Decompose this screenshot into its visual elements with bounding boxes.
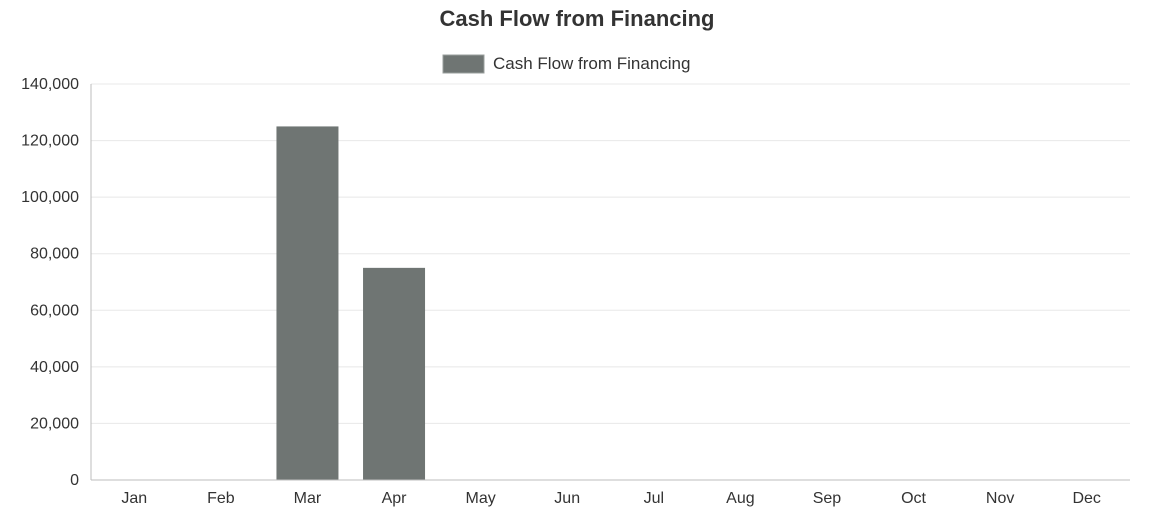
y-tick-label: 120,000 bbox=[21, 133, 79, 150]
y-tick-labels: 0 20,000 40,000 60,000 80,000 100,000 120,000 1… bbox=[21, 76, 79, 489]
bar-apr[interactable] bbox=[363, 267, 426, 480]
bars bbox=[276, 126, 426, 480]
x-tick-labels: Jan Feb Mar Apr May Jun Jul Aug Sep Oct Nov Dec bbox=[121, 490, 1101, 507]
y-tick-label: 140,000 bbox=[21, 76, 79, 93]
y-tick-label: 100,000 bbox=[21, 189, 79, 206]
y-tick-label: 0 bbox=[70, 472, 79, 489]
y-tick-label: 20,000 bbox=[30, 415, 79, 432]
x-tick-label: Sep bbox=[813, 490, 842, 507]
grid-lines bbox=[91, 83, 1130, 424]
y-tick-label: 60,000 bbox=[30, 302, 79, 319]
x-tick-label: Nov bbox=[986, 490, 1014, 507]
y-tick-label: 40,000 bbox=[30, 359, 79, 376]
x-tick-label: May bbox=[466, 490, 496, 507]
legend-swatch[interactable] bbox=[442, 54, 485, 74]
x-tick-label: Mar bbox=[294, 490, 322, 507]
legend-label[interactable]: Cash Flow from Financing bbox=[493, 54, 690, 73]
x-tick-label: Oct bbox=[901, 490, 926, 507]
x-tick-label: Jul bbox=[644, 490, 664, 507]
bar-mar[interactable] bbox=[276, 126, 339, 480]
x-tick-label: Aug bbox=[726, 490, 754, 507]
x-tick-label: Dec bbox=[1072, 490, 1100, 507]
axes bbox=[90, 84, 1130, 481]
x-tick-label: Jun bbox=[554, 490, 580, 507]
x-tick-label: Apr bbox=[382, 490, 408, 507]
chart-title: Cash Flow from Financing bbox=[439, 6, 714, 31]
x-tick-label: Jan bbox=[121, 490, 147, 507]
y-tick-label: 80,000 bbox=[30, 246, 79, 263]
x-tick-label: Feb bbox=[207, 490, 235, 507]
